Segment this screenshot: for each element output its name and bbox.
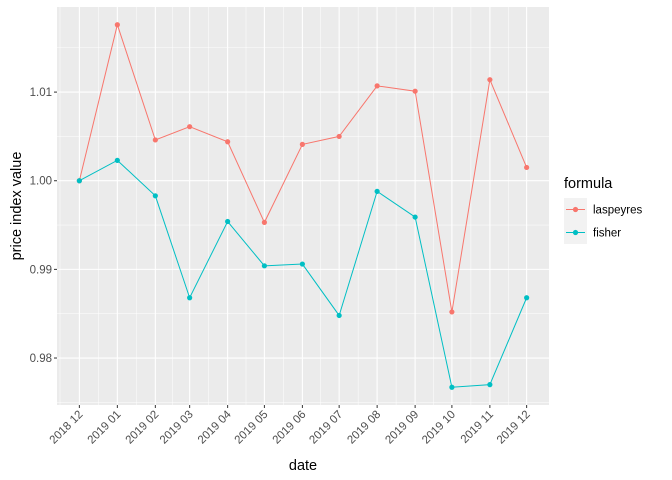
point-fisher xyxy=(152,193,158,199)
series-laspeyres xyxy=(76,22,530,315)
point-laspeyres xyxy=(412,88,418,94)
x-tick-label: 2019 07 xyxy=(307,409,345,447)
legend-key-point xyxy=(572,229,579,236)
legend-title: formula xyxy=(564,176,613,192)
y-tick-label: 1.00 xyxy=(30,176,52,188)
x-tick-label: 2019 06 xyxy=(271,409,309,447)
x-tick-label: 2019 09 xyxy=(383,409,421,447)
x-tick-label: 2019 03 xyxy=(158,409,196,447)
point-laspeyres xyxy=(487,77,493,83)
x-tick-label: 2019 05 xyxy=(233,409,271,447)
y-tick-label: 0.99 xyxy=(30,264,52,276)
point-fisher xyxy=(299,261,305,267)
point-fisher xyxy=(114,157,120,163)
point-fisher xyxy=(225,218,231,225)
series-fisher xyxy=(76,157,530,390)
point-laspeyres xyxy=(261,219,267,225)
x-tick-label: 2019 11 xyxy=(459,409,496,446)
x-tick-label: 2019 04 xyxy=(196,408,234,446)
point-fisher xyxy=(374,188,380,194)
point-laspeyres xyxy=(524,164,530,171)
point-fisher xyxy=(412,214,418,220)
y-axis-title: price index value xyxy=(9,152,25,261)
y-tick-label: 1.01 xyxy=(30,87,52,99)
point-fisher xyxy=(261,263,267,269)
plot-panel xyxy=(57,7,549,405)
point-laspeyres xyxy=(152,137,158,143)
x-tick-label: 2019 08 xyxy=(345,409,383,447)
point-fisher xyxy=(449,384,455,390)
point-laspeyres xyxy=(187,124,193,130)
point-fisher xyxy=(524,295,530,301)
legend-label-laspeyres: laspeyres xyxy=(593,205,642,217)
x-tick-label: 2019 02 xyxy=(124,409,162,447)
point-laspeyres xyxy=(225,139,231,145)
x-axis-title: date xyxy=(289,458,317,474)
legend-key-point xyxy=(572,206,579,213)
x-tick-label: 2018 12 xyxy=(48,409,86,447)
point-laspeyres xyxy=(449,309,455,315)
x-tick-label: 2019 12 xyxy=(495,409,533,447)
point-fisher xyxy=(187,295,193,301)
point-fisher xyxy=(487,382,493,388)
grid xyxy=(57,7,549,405)
y-tick-label: 0.98 xyxy=(30,353,52,365)
point-laspeyres xyxy=(374,83,380,89)
legend-label-fisher: fisher xyxy=(593,228,621,240)
legend: formula laspeyres fisher xyxy=(564,176,642,244)
point-laspeyres xyxy=(299,141,305,147)
point-laspeyres xyxy=(336,133,342,140)
point-fisher xyxy=(336,312,342,319)
x-tick-label: 2019 01 xyxy=(86,409,124,447)
point-laspeyres xyxy=(114,22,120,28)
point-fisher xyxy=(76,178,82,184)
x-tick-label: 2019 10 xyxy=(420,409,458,447)
